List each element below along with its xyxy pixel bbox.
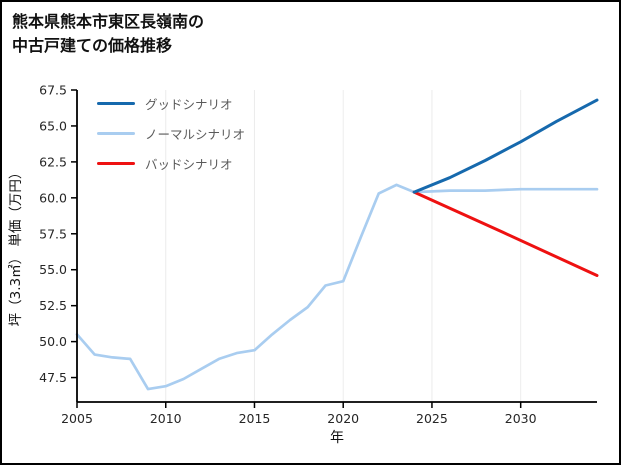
chart-legend: グッドシナリオ ノーマルシナリオ バッドシナリオ	[97, 94, 245, 173]
chart-title-line1: 熊本県熊本市東区長嶺南の	[12, 12, 205, 31]
y-tick-label: 57.5	[39, 226, 67, 241]
legend-item-bad-scenario: バッドシナリオ	[97, 154, 245, 173]
x-tick-label: 2020	[327, 411, 359, 426]
legend-line-normal-scenario	[97, 131, 135, 136]
y-tick-label: 65.0	[39, 118, 67, 133]
y-tick-label: 62.5	[39, 154, 67, 169]
legend-label-good-scenario: グッドシナリオ	[145, 97, 233, 112]
y-tick-label: 60.0	[39, 190, 67, 205]
x-tick-label: 2005	[61, 411, 93, 426]
legend-line-good-scenario	[97, 101, 135, 106]
bad-scenario-line	[412, 190, 599, 277]
x-tick-label: 2010	[150, 411, 182, 426]
y-axis-label: 坪（3.3㎡） 単価（万円）	[8, 166, 24, 327]
legend-label-bad-scenario: バッドシナリオ	[145, 157, 233, 172]
legend-line-bad-scenario	[97, 161, 135, 166]
x-tick-label: 2030	[505, 411, 537, 426]
y-tick-label: 52.5	[39, 298, 67, 313]
y-tick-label: 67.5	[39, 83, 67, 98]
y-tick-label: 47.5	[39, 370, 67, 385]
chart-title-line2: 中古戸建ての価格推移	[12, 36, 173, 55]
legend-label-normal-scenario: ノーマルシナリオ	[145, 127, 246, 142]
legend-item-normal-scenario: ノーマルシナリオ	[97, 124, 245, 143]
chart-title: 熊本県熊本市東区長嶺南の 中古戸建ての価格推移	[12, 10, 204, 58]
x-tick-label: 2025	[416, 411, 448, 426]
y-tick-label: 55.0	[39, 262, 67, 277]
y-tick-label: 50.0	[39, 334, 67, 349]
x-axis-label: 年	[330, 430, 344, 446]
good-scenario-line	[412, 98, 599, 194]
legend-item-good-scenario: グッドシナリオ	[97, 94, 245, 113]
x-tick-label: 2015	[239, 411, 271, 426]
normal-scenario-line	[75, 183, 599, 391]
